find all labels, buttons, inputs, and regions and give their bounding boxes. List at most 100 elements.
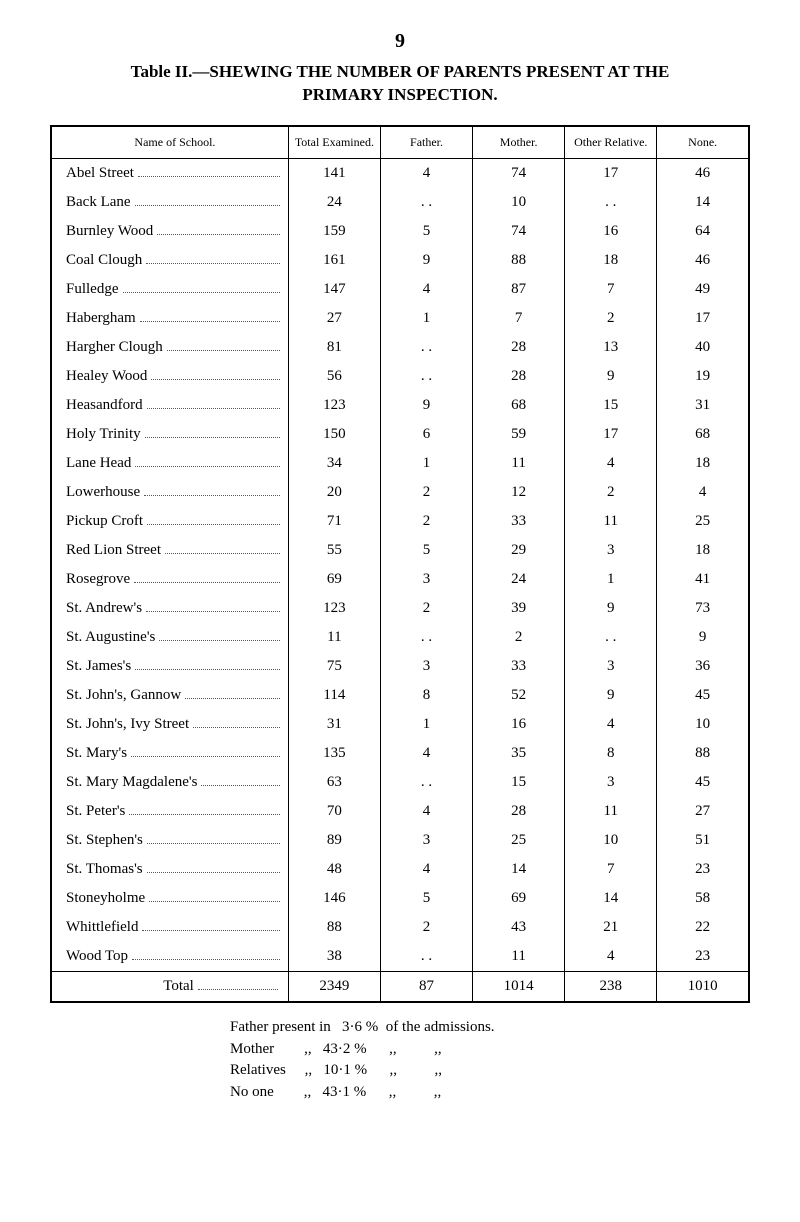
cell-mother: 2: [473, 623, 565, 652]
total-other: 238: [565, 971, 657, 1002]
cell-none: 18: [657, 449, 749, 478]
cell-none: 45: [657, 768, 749, 797]
table-row: Lowerhouse2021224: [51, 478, 749, 507]
cell-exam: 38: [288, 942, 380, 972]
school-name: Hargher Clough: [66, 339, 163, 356]
document-page: 9 Table II.—SHEWING THE NUMBER OF PARENT…: [0, 0, 800, 1222]
cell-none: 46: [657, 246, 749, 275]
col-header-name: Name of School.: [51, 126, 288, 159]
cell-none: 14: [657, 188, 749, 217]
cell-mother: 15: [473, 768, 565, 797]
cell-exam: 114: [288, 681, 380, 710]
cell-none: 25: [657, 507, 749, 536]
leader-dots: [149, 901, 280, 902]
total-father: 87: [380, 971, 472, 1002]
cell-other: 7: [565, 855, 657, 884]
table-row: Whittlefield882432122: [51, 913, 749, 942]
cell-exam: 135: [288, 739, 380, 768]
cell-none: 31: [657, 391, 749, 420]
cell-mother: 43: [473, 913, 565, 942]
cell-mother: 24: [473, 565, 565, 594]
cell-none: 68: [657, 420, 749, 449]
leader-dots: [129, 814, 279, 815]
cell-none: 46: [657, 158, 749, 188]
cell-mother: 28: [473, 362, 565, 391]
cell-mother: 87: [473, 275, 565, 304]
school-name: St. Stephen's: [66, 832, 143, 849]
leader-dots: [142, 930, 279, 931]
cell-exam: 48: [288, 855, 380, 884]
cell-mother: 28: [473, 333, 565, 362]
leader-dots: [151, 379, 279, 380]
leader-dots: [201, 785, 279, 786]
cell-mother: 14: [473, 855, 565, 884]
cell-father: 3: [380, 652, 472, 681]
leader-dots: [145, 437, 280, 438]
table-row: Heasandford1239681531: [51, 391, 749, 420]
cell-father: 4: [380, 855, 472, 884]
school-name: Abel Street: [66, 165, 134, 182]
school-name-cell: Pickup Croft: [51, 507, 288, 536]
cell-exam: 150: [288, 420, 380, 449]
cell-mother: 7: [473, 304, 565, 333]
leader-dots: [146, 611, 280, 612]
school-name-cell: Lowerhouse: [51, 478, 288, 507]
cell-mother: 29: [473, 536, 565, 565]
leader-dots: [140, 321, 280, 322]
table-row: Hargher Clough81. .281340: [51, 333, 749, 362]
school-name-cell: Stoneyholme: [51, 884, 288, 913]
leader-dots: [159, 640, 279, 641]
leader-dots: [135, 669, 280, 670]
parents-inspection-table: Name of School. Total Examined. Father. …: [50, 125, 750, 1003]
school-name-cell: Heasandford: [51, 391, 288, 420]
cell-other: 3: [565, 768, 657, 797]
footnote-line-3: Relatives ,, 10·1 % ,, ,,: [230, 1060, 750, 1082]
school-name: Holy Trinity: [66, 426, 141, 443]
school-name: St. Augustine's: [66, 629, 155, 646]
school-name: St. Peter's: [66, 803, 125, 820]
table-title: Table II.—SHEWING THE NUMBER OF PARENTS …: [50, 61, 750, 107]
school-name-cell: St. James's: [51, 652, 288, 681]
cell-mother: 11: [473, 942, 565, 972]
cell-none: 88: [657, 739, 749, 768]
school-name-cell: Lane Head: [51, 449, 288, 478]
cell-none: 49: [657, 275, 749, 304]
total-label-cell: Total: [51, 971, 288, 1002]
leader-dots: [132, 959, 280, 960]
cell-other: 21: [565, 913, 657, 942]
school-name-cell: Red Lion Street: [51, 536, 288, 565]
col-header-none: None.: [657, 126, 749, 159]
cell-mother: 10: [473, 188, 565, 217]
cell-father: 2: [380, 507, 472, 536]
cell-other: 3: [565, 652, 657, 681]
school-name-cell: Holy Trinity: [51, 420, 288, 449]
cell-father: . .: [380, 942, 472, 972]
cell-father: 2: [380, 594, 472, 623]
cell-none: 41: [657, 565, 749, 594]
school-name-cell: Back Lane: [51, 188, 288, 217]
leader-dots: [193, 727, 280, 728]
cell-exam: 69: [288, 565, 380, 594]
school-name: Coal Clough: [66, 252, 142, 269]
table-header-row: Name of School. Total Examined. Father. …: [51, 126, 749, 159]
cell-none: 22: [657, 913, 749, 942]
cell-father: 9: [380, 391, 472, 420]
cell-exam: 75: [288, 652, 380, 681]
leader-dots: [198, 989, 278, 990]
leader-dots: [147, 872, 280, 873]
cell-none: 4: [657, 478, 749, 507]
cell-other: 14: [565, 884, 657, 913]
cell-mother: 88: [473, 246, 565, 275]
leader-dots: [138, 176, 280, 177]
cell-none: 9: [657, 623, 749, 652]
school-name-cell: St. Peter's: [51, 797, 288, 826]
cell-exam: 63: [288, 768, 380, 797]
cell-other: 13: [565, 333, 657, 362]
cell-none: 23: [657, 855, 749, 884]
col-header-other: Other Relative.: [565, 126, 657, 159]
cell-father: 8: [380, 681, 472, 710]
table-row: Burnley Wood1595741664: [51, 217, 749, 246]
table-row: St. Thomas's48414723: [51, 855, 749, 884]
cell-father: . .: [380, 623, 472, 652]
leader-dots: [146, 263, 280, 264]
